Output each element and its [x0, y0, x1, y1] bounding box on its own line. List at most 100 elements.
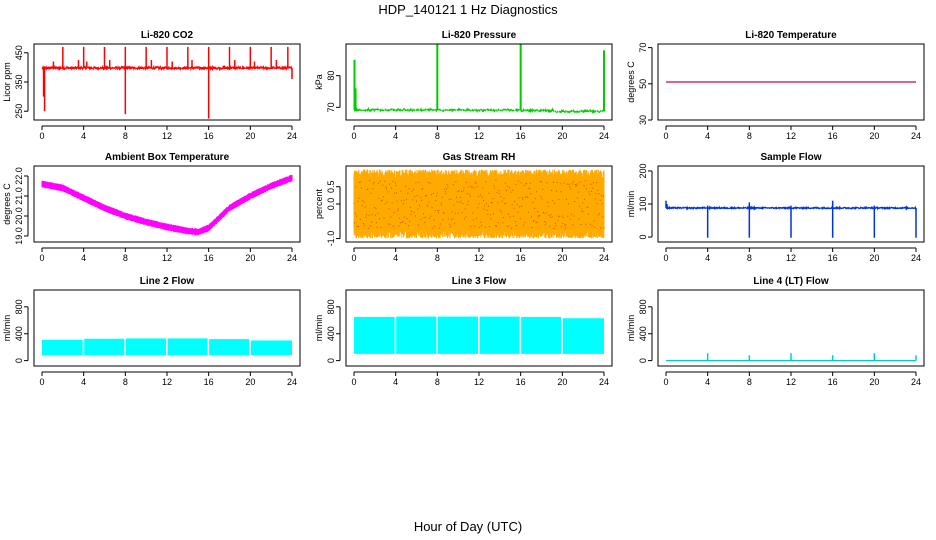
- y-tick-label: 800: [326, 299, 336, 314]
- x-tick-label: 0: [39, 131, 44, 141]
- y-tick-label: 50: [638, 79, 648, 89]
- x-tick-label: 8: [123, 377, 128, 387]
- x-tick-label: 24: [911, 131, 921, 141]
- x-tick-label: 20: [869, 377, 879, 387]
- x-tick-label: 20: [557, 253, 567, 263]
- x-tick-label: 24: [599, 377, 609, 387]
- panel-title: Ambient Box Temperature: [105, 152, 230, 163]
- x-tick-label: 8: [123, 131, 128, 141]
- series: [41, 46, 293, 119]
- x-tick-label: 12: [786, 131, 796, 141]
- plot-frame: [33, 289, 301, 367]
- panel-title: Sample Flow: [760, 152, 821, 163]
- series: [41, 174, 293, 236]
- x-tick-label: 20: [557, 377, 567, 387]
- x-tick-label: 4: [705, 131, 710, 141]
- y-axis-label: kPa: [314, 74, 324, 90]
- x-tick-label: 8: [747, 131, 752, 141]
- x-tick-label: 12: [162, 377, 172, 387]
- series: [665, 200, 917, 238]
- y-tick-label: 19.0: [14, 227, 24, 245]
- x-tick-label: 4: [393, 131, 398, 141]
- y-tick-label: 22.0: [14, 167, 24, 185]
- y-tick-label: 0: [638, 235, 648, 240]
- x-tick-label: 12: [474, 377, 484, 387]
- flow-block: [396, 316, 437, 354]
- x-tick-label: 0: [39, 253, 44, 263]
- x-tick-label: 8: [747, 253, 752, 263]
- panel-title: Li-820 Pressure: [442, 30, 517, 41]
- flow-block: [42, 339, 83, 356]
- flow-block: [479, 316, 520, 354]
- x-tick-label: 4: [81, 377, 86, 387]
- x-tick-label: 0: [663, 377, 668, 387]
- y-tick-label: 80: [326, 71, 336, 81]
- x-tick-label: 8: [435, 131, 440, 141]
- plot-frame: [345, 165, 613, 243]
- panel: Sample Flow 0 4 8 12 16 20 24 0 100 200 ml/min: [626, 152, 925, 263]
- x-tick-label: 24: [599, 253, 609, 263]
- series-band: [41, 174, 293, 236]
- y-tick-label: 400: [14, 326, 24, 341]
- x-tick-label: 12: [474, 131, 484, 141]
- series: [666, 353, 917, 362]
- panel-title: Li-820 Temperature: [745, 30, 837, 41]
- x-tick-label: 0: [351, 377, 356, 387]
- x-tick-label: 16: [828, 377, 838, 387]
- plot-frame: [33, 43, 301, 121]
- x-tick-label: 20: [869, 131, 879, 141]
- plot-frame: [345, 289, 613, 367]
- series: [353, 44, 605, 115]
- y-axis-label: ml/min: [626, 191, 636, 218]
- y-tick-label: 21.0: [14, 187, 24, 205]
- x-tick-label: 24: [599, 131, 609, 141]
- plot-frame: [657, 289, 925, 367]
- x-tick-label: 12: [474, 253, 484, 263]
- plot-frame: [33, 165, 301, 243]
- x-tick-label: 24: [287, 253, 297, 263]
- y-axis-label: Licor ppm: [2, 62, 12, 102]
- y-tick-label: 800: [638, 299, 648, 314]
- x-tick-label: 16: [828, 253, 838, 263]
- x-tick-label: 24: [287, 377, 297, 387]
- flow-block: [84, 338, 125, 356]
- y-axis-label: degrees C: [626, 61, 636, 103]
- x-tick-label: 16: [516, 253, 526, 263]
- y-axis-label: ml/min: [626, 315, 636, 342]
- series-points: [353, 179, 605, 229]
- figure-x-axis-label: Hour of Day (UTC): [414, 519, 522, 534]
- x-tick-label: 8: [435, 253, 440, 263]
- x-tick-label: 12: [162, 253, 172, 263]
- x-tick-label: 16: [516, 377, 526, 387]
- flow-block: [250, 340, 292, 356]
- x-tick-label: 8: [747, 377, 752, 387]
- x-tick-label: 12: [786, 253, 796, 263]
- x-tick-label: 0: [663, 131, 668, 141]
- plot-frame: [657, 165, 925, 243]
- x-tick-label: 4: [393, 253, 398, 263]
- flow-block: [209, 339, 250, 356]
- flow-block: [354, 316, 395, 354]
- x-tick-label: 4: [393, 377, 398, 387]
- y-tick-label: 0: [14, 358, 24, 363]
- series-band: [353, 169, 605, 239]
- series: [42, 338, 292, 356]
- y-tick-label: 0.5: [326, 180, 336, 193]
- y-tick-label: 400: [326, 326, 336, 341]
- x-tick-label: 16: [516, 131, 526, 141]
- x-tick-label: 0: [39, 377, 44, 387]
- x-tick-label: 16: [204, 377, 214, 387]
- x-tick-label: 20: [245, 253, 255, 263]
- flow-block: [521, 316, 562, 354]
- x-tick-label: 0: [663, 253, 668, 263]
- panel: Ambient Box Temperature 0 4 8 12 16 20 24 19.0 20…: [2, 152, 301, 263]
- y-tick-label: 20.0: [14, 207, 24, 225]
- x-tick-label: 8: [123, 253, 128, 263]
- y-tick-label: 70: [326, 102, 336, 112]
- series: [354, 316, 604, 354]
